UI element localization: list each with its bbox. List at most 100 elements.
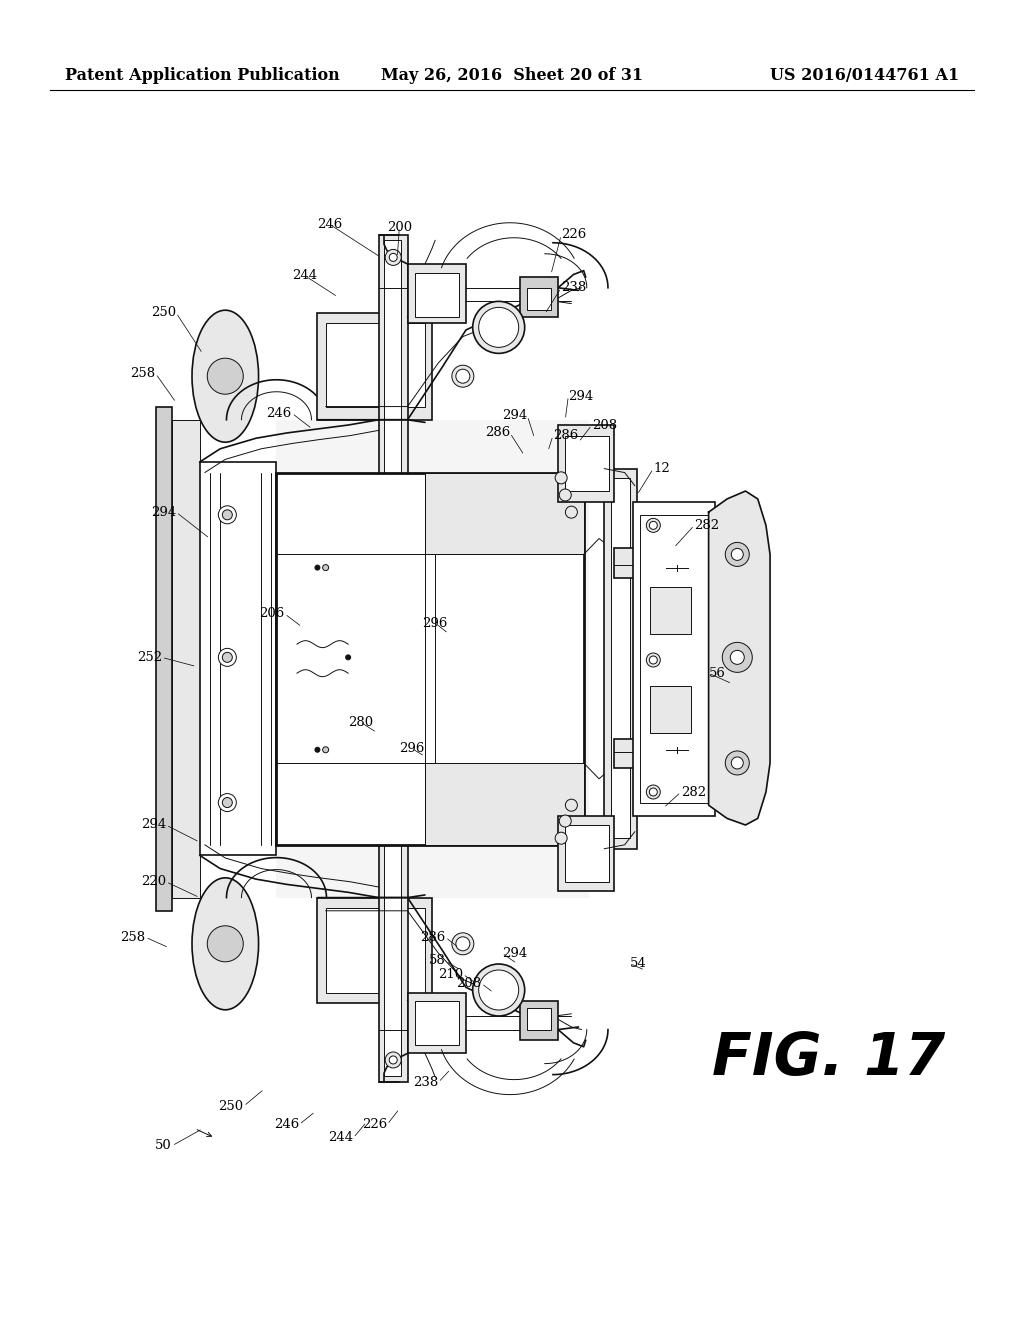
Text: 252: 252 [136, 651, 162, 664]
Text: 206: 206 [259, 607, 285, 620]
Bar [384, 240, 401, 495]
Bar [326, 323, 425, 407]
Text: 238: 238 [561, 281, 587, 294]
Circle shape [323, 747, 329, 752]
Circle shape [649, 656, 657, 664]
Text: 250: 250 [218, 1100, 244, 1113]
Text: US 2016/0144761 A1: US 2016/0144761 A1 [770, 67, 959, 83]
Text: May 26, 2016  Sheet 20 of 31: May 26, 2016 Sheet 20 of 31 [381, 67, 643, 83]
Text: 226: 226 [361, 1118, 387, 1131]
Text: 244: 244 [293, 269, 317, 282]
Text: 296: 296 [423, 616, 447, 630]
Bar [276, 473, 584, 845]
Circle shape [649, 521, 657, 529]
Text: 200: 200 [387, 220, 412, 234]
Bar [611, 478, 630, 838]
Text: 56: 56 [709, 667, 725, 680]
Ellipse shape [193, 878, 258, 1010]
Text: Patent Application Publication: Patent Application Publication [65, 67, 340, 83]
Text: 220: 220 [140, 875, 166, 888]
Text: 258: 258 [130, 367, 156, 380]
Circle shape [725, 751, 750, 775]
Bar [317, 313, 432, 420]
Text: 286: 286 [420, 931, 445, 944]
Circle shape [555, 471, 567, 484]
Text: 294: 294 [502, 946, 527, 960]
Circle shape [452, 933, 474, 954]
Bar [425, 763, 584, 845]
Text: 280: 280 [348, 715, 373, 729]
Text: 258: 258 [120, 931, 145, 944]
Text: 294: 294 [568, 389, 594, 403]
Bar [650, 686, 691, 733]
Bar [565, 825, 609, 882]
Bar [520, 1001, 558, 1040]
Polygon shape [709, 491, 770, 825]
Text: 246: 246 [273, 1118, 299, 1131]
Bar [408, 993, 466, 1053]
Bar [415, 273, 459, 317]
Circle shape [646, 653, 660, 667]
Bar [520, 277, 558, 317]
Circle shape [346, 655, 350, 660]
Text: 294: 294 [502, 409, 527, 422]
Bar [527, 1008, 551, 1030]
Bar [604, 469, 637, 849]
Bar [527, 288, 551, 310]
Bar [614, 739, 655, 768]
Bar [326, 908, 425, 993]
Text: 238: 238 [413, 1076, 438, 1089]
Text: 54: 54 [630, 957, 646, 970]
Circle shape [565, 799, 578, 812]
Bar [200, 462, 276, 855]
Text: 244: 244 [328, 1131, 353, 1144]
Circle shape [478, 970, 519, 1010]
Circle shape [385, 1052, 401, 1068]
Bar [425, 473, 584, 554]
Circle shape [731, 756, 743, 770]
Text: 12: 12 [653, 462, 670, 475]
Text: 226: 226 [561, 228, 587, 242]
Text: 296: 296 [399, 742, 424, 755]
Circle shape [315, 565, 319, 570]
Circle shape [646, 519, 660, 532]
Circle shape [218, 648, 237, 667]
Circle shape [452, 366, 474, 387]
Circle shape [207, 358, 244, 395]
Bar [156, 407, 172, 911]
Bar [379, 816, 408, 1082]
Text: 50: 50 [156, 1139, 172, 1152]
Text: 208: 208 [592, 418, 617, 432]
Circle shape [473, 964, 524, 1016]
Bar [317, 898, 432, 1003]
Text: 250: 250 [151, 306, 176, 319]
Bar [633, 502, 715, 816]
Text: 286: 286 [553, 429, 579, 442]
Circle shape [218, 793, 237, 812]
Text: 208: 208 [456, 977, 481, 990]
Bar [172, 420, 200, 898]
Circle shape [456, 370, 470, 383]
Circle shape [646, 785, 660, 799]
Circle shape [389, 1056, 397, 1064]
Text: 246: 246 [266, 407, 292, 420]
Circle shape [559, 814, 571, 828]
Circle shape [722, 643, 753, 672]
Bar [558, 816, 614, 891]
Circle shape [218, 506, 237, 524]
Circle shape [222, 797, 232, 808]
Circle shape [559, 488, 571, 502]
Text: 294: 294 [151, 506, 176, 519]
Text: FIG. 17: FIG. 17 [712, 1030, 945, 1088]
Bar [276, 420, 589, 898]
Circle shape [565, 506, 578, 519]
Circle shape [222, 510, 232, 520]
Circle shape [725, 543, 750, 566]
Circle shape [731, 548, 743, 561]
Text: 294: 294 [140, 818, 166, 832]
Bar [565, 436, 609, 491]
Circle shape [389, 253, 397, 261]
Circle shape [207, 925, 244, 962]
Circle shape [730, 651, 744, 664]
Bar [200, 462, 276, 855]
